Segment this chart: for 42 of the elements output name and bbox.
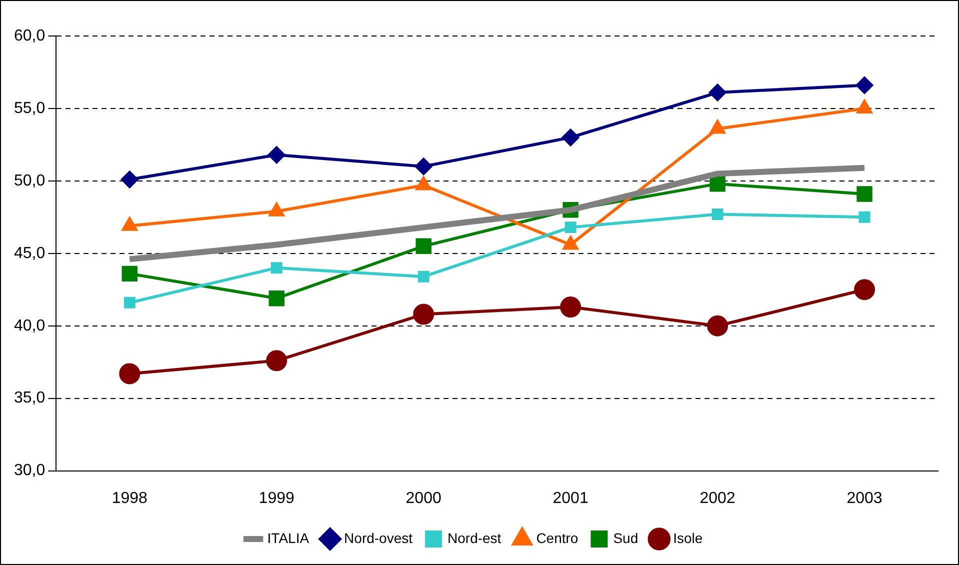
y-tick-label: 60,0 bbox=[14, 27, 46, 44]
x-tick-label: 2000 bbox=[406, 490, 442, 507]
point bbox=[710, 176, 726, 192]
point bbox=[270, 262, 282, 274]
point bbox=[268, 146, 286, 164]
point bbox=[415, 158, 432, 175]
legend-label: Nord-est bbox=[448, 530, 502, 546]
point bbox=[560, 296, 582, 318]
y-tick-label: 40,0 bbox=[14, 317, 46, 334]
legend-label: Isole bbox=[673, 530, 703, 546]
y-tick-label: 30,0 bbox=[14, 462, 46, 480]
x-tick-label: 2001 bbox=[552, 490, 588, 507]
point bbox=[418, 270, 430, 282]
point bbox=[712, 208, 724, 220]
x-tick-label: 1999 bbox=[258, 490, 295, 507]
point bbox=[856, 76, 874, 94]
point bbox=[707, 315, 728, 336]
point bbox=[709, 84, 726, 102]
point bbox=[564, 222, 576, 234]
point bbox=[413, 304, 434, 325]
x-tick-label: 2002 bbox=[700, 490, 736, 507]
point bbox=[416, 238, 432, 254]
point bbox=[562, 128, 580, 146]
point bbox=[268, 290, 284, 306]
point bbox=[266, 350, 288, 372]
point bbox=[124, 296, 136, 308]
y-tick-label: 45,0 bbox=[14, 244, 46, 262]
y-tick-label: 50,0 bbox=[14, 172, 46, 190]
point bbox=[122, 266, 138, 282]
legend-label: ITALIA bbox=[267, 530, 310, 546]
x-tick-label: 1998 bbox=[112, 490, 148, 507]
x-tick-label: 2003 bbox=[846, 490, 882, 507]
point bbox=[858, 211, 870, 223]
legend-label: Centro bbox=[536, 530, 578, 546]
point bbox=[856, 186, 872, 202]
legend-label: Sud bbox=[613, 530, 638, 546]
point bbox=[121, 170, 138, 188]
point bbox=[854, 279, 876, 300]
point bbox=[119, 363, 140, 384]
y-tick-label: 55,0 bbox=[14, 100, 46, 117]
legend-label: Nord-ovest bbox=[344, 530, 413, 546]
y-tick-label: 35,0 bbox=[14, 390, 46, 407]
